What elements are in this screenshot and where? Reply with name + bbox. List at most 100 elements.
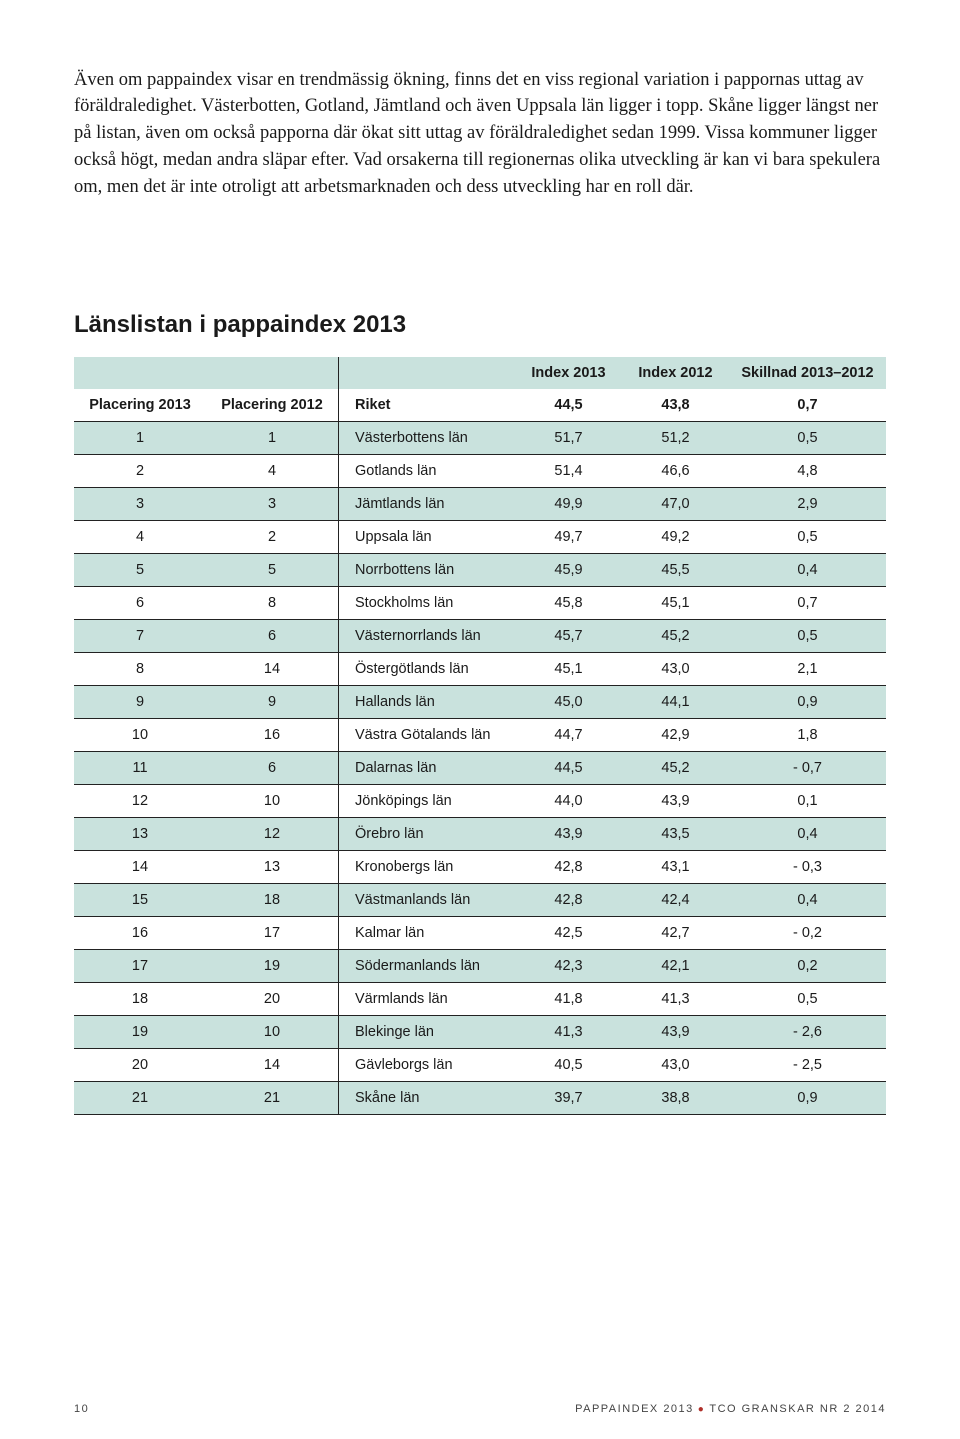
cell-diff: 0,2: [729, 949, 886, 982]
cell-p2013: 14: [74, 850, 206, 883]
cell-i12: 47,0: [622, 487, 729, 520]
cell-p2013: 7: [74, 619, 206, 652]
cell-diff: 0,5: [729, 520, 886, 553]
cell-diff: - 0,2: [729, 916, 886, 949]
cell-diff: 2,9: [729, 487, 886, 520]
cell-p2012: 3: [206, 487, 339, 520]
cell-name: Blekinge län: [339, 1015, 516, 1048]
cell-diff: - 2,5: [729, 1048, 886, 1081]
cell-p2012: 4: [206, 454, 339, 487]
cell-i12: 43,5: [622, 817, 729, 850]
footer-right: PAPPAINDEX 2013●TCO GRANSKAR NR 2 2014: [575, 1403, 886, 1415]
cell-name: Värmlands län: [339, 982, 516, 1015]
cell-i13: 49,7: [515, 520, 622, 553]
cell-i13: 45,8: [515, 586, 622, 619]
cell-i13: 40,5: [515, 1048, 622, 1081]
cell-i12: 43,9: [622, 784, 729, 817]
cell-i12: 49,2: [622, 520, 729, 553]
cell-p2013: 5: [74, 553, 206, 586]
cell-i12: 43,0: [622, 652, 729, 685]
cell-name: Stockholms län: [339, 586, 516, 619]
cell-name: Jönköpings län: [339, 784, 516, 817]
cell-p2013: 12: [74, 784, 206, 817]
cell-p2012: 8: [206, 586, 339, 619]
cell-i13: 42,8: [515, 850, 622, 883]
cell-p2012: 6: [206, 619, 339, 652]
cell-p2012: 10: [206, 1015, 339, 1048]
cell-i12: 45,5: [622, 553, 729, 586]
table-header-top: Index 2013 Index 2012 Skillnad 2013–2012: [74, 357, 886, 389]
cell-i13: 51,4: [515, 454, 622, 487]
table-row: 42Uppsala län49,749,20,5: [74, 520, 886, 553]
table-title: Länslistan i pappaindex 2013: [74, 311, 886, 339]
cell-p2012: 16: [206, 718, 339, 751]
page-footer: 10 PAPPAINDEX 2013●TCO GRANSKAR NR 2 201…: [74, 1403, 886, 1415]
cell-name: Östergötlands län: [339, 652, 516, 685]
table-row: 33Jämtlands län49,947,02,9: [74, 487, 886, 520]
riket-diff: 0,7: [729, 389, 886, 422]
cell-i12: 51,2: [622, 421, 729, 454]
cell-name: Västerbottens län: [339, 421, 516, 454]
cell-p2013: 10: [74, 718, 206, 751]
cell-diff: 0,5: [729, 982, 886, 1015]
cell-p2013: 1: [74, 421, 206, 454]
riket-i13: 44,5: [515, 389, 622, 422]
cell-diff: 0,5: [729, 619, 886, 652]
cell-p2012: 9: [206, 685, 339, 718]
cell-p2012: 14: [206, 652, 339, 685]
cell-name: Jämtlands län: [339, 487, 516, 520]
cell-i13: 45,7: [515, 619, 622, 652]
table-row: 55Norrbottens län45,945,50,4: [74, 553, 886, 586]
cell-diff: 1,8: [729, 718, 886, 751]
page-number: 10: [74, 1403, 89, 1415]
cell-p2012: 10: [206, 784, 339, 817]
hdr-riket: Riket: [339, 389, 516, 422]
cell-p2013: 4: [74, 520, 206, 553]
cell-i13: 44,5: [515, 751, 622, 784]
cell-diff: 0,5: [729, 421, 886, 454]
table-row: 2121Skåne län39,738,80,9: [74, 1081, 886, 1114]
cell-i12: 44,1: [622, 685, 729, 718]
cell-p2012: 20: [206, 982, 339, 1015]
cell-i13: 51,7: [515, 421, 622, 454]
cell-diff: 0,7: [729, 586, 886, 619]
cell-diff: 0,4: [729, 553, 886, 586]
cell-diff: - 0,7: [729, 751, 886, 784]
table-row: 1210Jönköpings län44,043,90,1: [74, 784, 886, 817]
footer-dot-icon: ●: [694, 1404, 710, 1415]
table-row: 1016Västra Götalands län44,742,91,8: [74, 718, 886, 751]
cell-diff: - 2,6: [729, 1015, 886, 1048]
data-table: Index 2013 Index 2012 Skillnad 2013–2012…: [74, 357, 886, 1115]
cell-p2013: 21: [74, 1081, 206, 1114]
cell-name: Uppsala län: [339, 520, 516, 553]
cell-name: Gotlands län: [339, 454, 516, 487]
cell-i13: 45,9: [515, 553, 622, 586]
cell-p2013: 17: [74, 949, 206, 982]
table-row: 76Västernorrlands län45,745,20,5: [74, 619, 886, 652]
cell-i13: 44,0: [515, 784, 622, 817]
hdr-p2013: Placering 2013: [74, 389, 206, 422]
table-row: 116Dalarnas län44,545,2- 0,7: [74, 751, 886, 784]
table-row: 1719Södermanlands län42,342,10,2: [74, 949, 886, 982]
hdr-p2012: Placering 2012: [206, 389, 339, 422]
cell-diff: 0,4: [729, 817, 886, 850]
cell-i12: 45,2: [622, 751, 729, 784]
cell-p2013: 2: [74, 454, 206, 487]
hdr-index-2013: Index 2013: [515, 357, 622, 389]
table-row: 1820Värmlands län41,841,30,5: [74, 982, 886, 1015]
cell-p2013: 6: [74, 586, 206, 619]
cell-name: Dalarnas län: [339, 751, 516, 784]
cell-i12: 43,9: [622, 1015, 729, 1048]
cell-i12: 38,8: [622, 1081, 729, 1114]
cell-p2012: 1: [206, 421, 339, 454]
cell-diff: 0,4: [729, 883, 886, 916]
footer-title: PAPPAINDEX 2013: [575, 1403, 694, 1415]
cell-p2013: 8: [74, 652, 206, 685]
hdr-index-2012: Index 2012: [622, 357, 729, 389]
cell-i13: 49,9: [515, 487, 622, 520]
cell-diff: 4,8: [729, 454, 886, 487]
cell-i13: 45,0: [515, 685, 622, 718]
table-row: 814Östergötlands län45,143,02,1: [74, 652, 886, 685]
cell-p2012: 13: [206, 850, 339, 883]
cell-p2013: 3: [74, 487, 206, 520]
